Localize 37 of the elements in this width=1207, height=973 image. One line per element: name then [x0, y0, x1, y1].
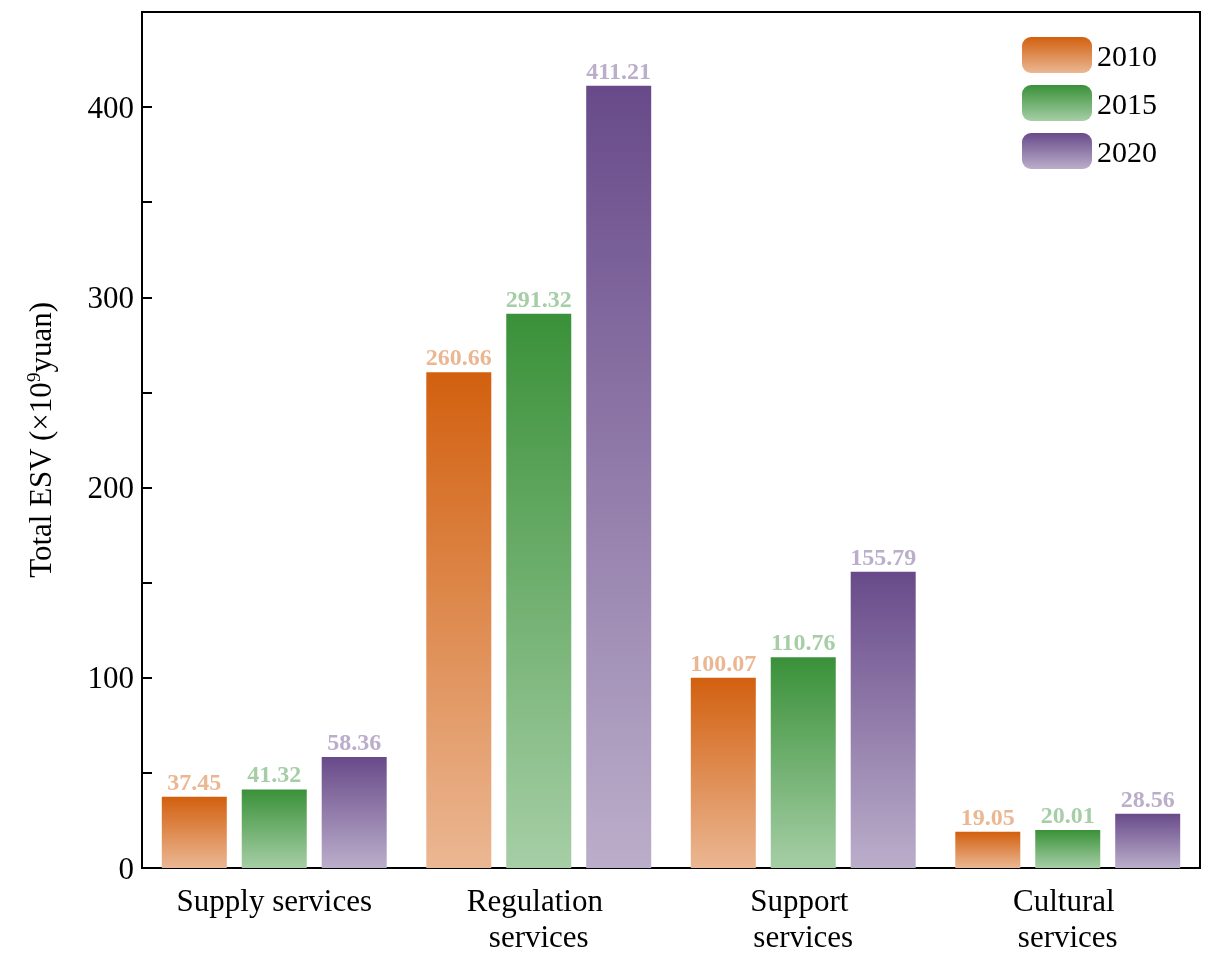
- x-tick-label: Cultural services: [1013, 882, 1123, 954]
- bar: [1035, 829, 1101, 868]
- data-label: 58.36: [327, 728, 382, 755]
- data-label: 19.05: [960, 803, 1015, 830]
- data-label: 28.56: [1120, 785, 1175, 812]
- bar: [770, 657, 836, 868]
- bar: [321, 756, 387, 868]
- bar: [955, 831, 1021, 868]
- bar: [850, 571, 916, 868]
- legend-label: 2020: [1097, 134, 1157, 168]
- y-tick-label: 300: [87, 279, 134, 315]
- y-axis-title: Total ESV (×109yuan): [23, 301, 58, 578]
- data-label: 20.01: [1040, 801, 1095, 828]
- bar: [426, 372, 492, 868]
- y-tick-label: 200: [87, 470, 134, 506]
- legend-label: 2010: [1097, 38, 1157, 72]
- bar: [690, 677, 756, 868]
- x-tick-label: Supply services: [176, 882, 372, 918]
- bar: [506, 313, 572, 868]
- bar: [586, 85, 652, 868]
- data-label: 41.32: [247, 761, 302, 788]
- bar: [241, 789, 307, 868]
- y-tick-label: 100: [87, 660, 134, 696]
- x-tick-label: Support services: [750, 882, 857, 954]
- y-tick-label: 400: [87, 89, 134, 125]
- data-label: 411.21: [586, 57, 652, 84]
- data-label: 110.76: [770, 629, 836, 656]
- data-label: 291.32: [505, 285, 572, 312]
- data-label: 37.45: [167, 768, 222, 795]
- bar: [1115, 813, 1181, 868]
- data-label: 155.79: [850, 543, 917, 570]
- data-label: 260.66: [425, 344, 492, 371]
- data-label: 100.07: [690, 649, 757, 676]
- y-tick-label: 0: [118, 850, 134, 886]
- legend-label: 2015: [1097, 86, 1157, 120]
- x-tick-label: Regulation services: [466, 882, 611, 954]
- bar: [161, 796, 227, 868]
